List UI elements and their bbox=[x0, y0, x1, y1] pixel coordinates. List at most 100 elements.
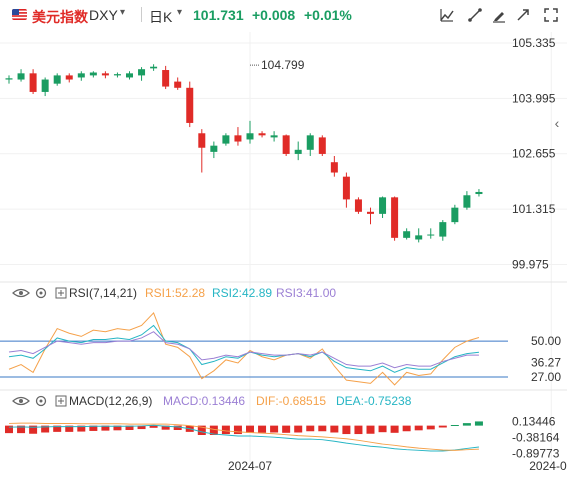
candle-body bbox=[439, 222, 447, 237]
zoom-arrow-icon[interactable] bbox=[514, 6, 532, 24]
macd-bar bbox=[77, 425, 86, 432]
candle-body bbox=[198, 133, 206, 148]
symbol-dropdown-icon[interactable]: ▾ bbox=[120, 7, 126, 18]
rsi-line-2 bbox=[8, 324, 480, 373]
candle-body bbox=[379, 197, 387, 214]
macd-bar bbox=[113, 425, 122, 431]
candle-body bbox=[162, 70, 170, 87]
candle-body bbox=[354, 199, 362, 212]
chart-style-icon[interactable] bbox=[438, 6, 456, 24]
candle-body bbox=[101, 73, 109, 76]
macd-axis: 0.13446 -0.38164 -0.89773 bbox=[512, 414, 560, 460]
macd-bar bbox=[474, 421, 483, 426]
macd-bar bbox=[258, 425, 267, 433]
macd-bar bbox=[233, 425, 242, 435]
candle-body bbox=[138, 69, 146, 76]
draw-line-icon[interactable] bbox=[466, 6, 484, 24]
macd-tick-label: 0.13446 bbox=[512, 414, 556, 428]
us-flag-icon bbox=[12, 9, 27, 20]
candle-body bbox=[427, 234, 435, 236]
period-selector[interactable]: 日K bbox=[149, 9, 173, 25]
macd-bar bbox=[282, 425, 291, 433]
candle-body bbox=[258, 133, 266, 136]
rsi-line-1 bbox=[8, 312, 480, 386]
price-tick-label: 101.315 bbox=[512, 202, 556, 216]
expand-indicator-icon[interactable] bbox=[55, 287, 67, 299]
eye-icon[interactable] bbox=[12, 288, 30, 298]
dif-value: DIF:-0.68515 bbox=[256, 394, 326, 408]
price-axis: 105.335 103.995 102.655 101.315 99.975 bbox=[512, 36, 556, 272]
candle-body bbox=[246, 133, 254, 140]
macd-series bbox=[5, 421, 483, 452]
macd-bar bbox=[209, 425, 218, 435]
macd-bar bbox=[402, 425, 411, 432]
macd-bar bbox=[125, 425, 134, 430]
eye-icon[interactable] bbox=[12, 396, 30, 406]
macd-bar bbox=[197, 425, 206, 435]
candle-body bbox=[475, 191, 483, 195]
expand-indicator-icon[interactable] bbox=[55, 395, 67, 407]
macd-bar bbox=[342, 425, 351, 435]
macd-bar bbox=[462, 423, 471, 426]
candlestick-series bbox=[5, 64, 483, 243]
candle-body bbox=[306, 135, 314, 150]
price-change-percent: +0.01% bbox=[304, 7, 352, 23]
candle-body bbox=[17, 73, 25, 80]
candle-body bbox=[65, 75, 73, 80]
macd-dif-line bbox=[8, 424, 480, 452]
macd-bar bbox=[89, 425, 98, 431]
rsi-tick-label: 27.00 bbox=[531, 370, 561, 384]
rsi-title: RSI(7,14,21) bbox=[69, 286, 137, 300]
symbol-code[interactable]: DXY bbox=[89, 7, 118, 23]
high-annotation: 104.799 bbox=[261, 58, 305, 72]
macd-bar bbox=[17, 425, 26, 434]
candle-body bbox=[330, 162, 338, 173]
candle-body bbox=[150, 66, 158, 69]
price-change: +0.008 bbox=[252, 7, 296, 23]
candle-body bbox=[222, 135, 230, 144]
candle-body bbox=[451, 207, 459, 223]
macd-bar bbox=[330, 425, 339, 433]
draw-pen-icon[interactable] bbox=[490, 6, 508, 24]
macd-bar bbox=[318, 425, 327, 432]
macd-bar bbox=[41, 425, 50, 433]
expand-icon[interactable] bbox=[542, 6, 560, 24]
dea-value: DEA:-0.75238 bbox=[336, 394, 412, 408]
settings-icon[interactable] bbox=[35, 287, 47, 299]
settings-icon[interactable] bbox=[35, 395, 47, 407]
price-annotations: 104.799100.511 bbox=[250, 58, 305, 72]
macd-bar bbox=[294, 425, 303, 433]
rsi3-value: RSI3:41.00 bbox=[276, 286, 336, 300]
macd-bar bbox=[149, 425, 158, 428]
period-dropdown-icon[interactable]: ▾ bbox=[177, 7, 183, 18]
macd-bar bbox=[29, 425, 38, 434]
time-tick-label: 2024-08 bbox=[529, 459, 567, 473]
candle-body bbox=[270, 135, 278, 138]
candle-body bbox=[53, 75, 61, 84]
candle-body bbox=[282, 135, 290, 154]
candle-body bbox=[29, 73, 37, 92]
candle-body bbox=[415, 235, 423, 240]
price-tick-label: 102.655 bbox=[512, 147, 556, 161]
macd-tick-label: -0.89773 bbox=[512, 447, 560, 461]
candle-body bbox=[342, 176, 350, 200]
rsi1-value: RSI1:52.28 bbox=[145, 286, 205, 300]
macd-bar bbox=[414, 425, 423, 431]
symbol-name[interactable]: 美元指数 bbox=[32, 9, 88, 25]
rsi-tick-label: 36.27 bbox=[531, 356, 561, 370]
candle-body bbox=[294, 149, 302, 154]
side-panel-toggle-icon[interactable]: ‹ bbox=[554, 115, 560, 131]
macd-bar bbox=[438, 425, 447, 428]
rsi-legend: RSI(7,14,21) RSI1:52.28 RSI2:42.89 RSI3:… bbox=[12, 286, 336, 300]
candle-body bbox=[318, 137, 326, 154]
candle-body bbox=[113, 74, 121, 76]
candle-body bbox=[89, 72, 97, 76]
macd-bar bbox=[378, 425, 387, 433]
macd-bar bbox=[65, 425, 74, 432]
candle-body bbox=[174, 81, 182, 88]
candle-body bbox=[234, 135, 242, 142]
macd-legend: MACD(12,26,9) MACD:0.13446 DIF:-0.68515 … bbox=[12, 394, 412, 408]
rsi-line-3 bbox=[8, 331, 479, 369]
price-tick-label: 103.995 bbox=[512, 91, 556, 105]
